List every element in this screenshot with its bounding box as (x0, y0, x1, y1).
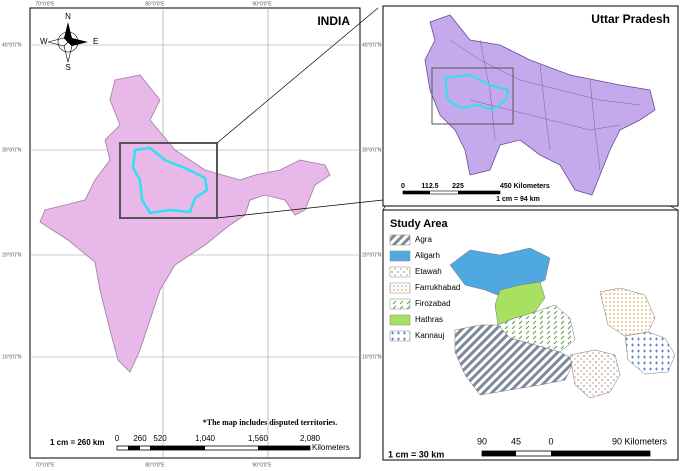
up-outline (131, 146, 209, 215)
compass: N S E W (40, 12, 98, 72)
india-scale-text: 1 cm = 260 km (50, 438, 104, 447)
up-inset-box (431, 67, 514, 125)
lon-label: 80°0'0"E (145, 1, 165, 7)
up-scale-bar (402, 190, 501, 195)
lon-label: 90°0'0"E (252, 1, 272, 7)
india-scale-unit: Kilometers (312, 443, 350, 452)
up-scale-text: 1 cm = 94 km (496, 196, 540, 203)
disputed-note: *The map includes disputed territories. (203, 418, 337, 427)
inset-box (119, 142, 218, 219)
district-kannauj (624, 331, 676, 375)
lat-label: 40°0'0"N (2, 42, 22, 48)
compass-n: N (65, 12, 71, 21)
lat-label: 20°0'0"N (2, 252, 22, 258)
study-scale-tick: 90 (477, 436, 487, 446)
up-scale-tick: 0 (401, 183, 405, 190)
study-outline (443, 73, 510, 112)
india-scale-tick: 520 (153, 434, 167, 443)
study-scale-tick: 0 (548, 436, 553, 446)
districts (449, 247, 676, 399)
lat-label: 30°0'0"N (362, 147, 382, 153)
legend-swatch (389, 266, 411, 278)
lat-label: 10°0'0"N (2, 354, 22, 360)
lon-label: 70°0'0"E (35, 462, 55, 468)
compass-w: W (40, 37, 48, 46)
legend-swatch (389, 330, 411, 342)
legend-label: Agra (415, 235, 432, 244)
legend-swatch (389, 314, 411, 326)
lat-label: 20°0'0"N (362, 252, 382, 258)
india-scale-tick: 0 (115, 434, 120, 443)
district-agra (454, 324, 576, 396)
study-scale-tick: 90 Kilometers (612, 436, 668, 446)
india-outline (39, 74, 331, 373)
lon-label: 70°0'0"E (35, 1, 55, 7)
legend-label: Firozabad (415, 299, 451, 308)
district-etawah (569, 349, 621, 399)
legend-swatch (389, 298, 411, 310)
legend-swatch (389, 282, 411, 294)
legend-swatch (389, 250, 411, 262)
legend-swatch (389, 234, 411, 246)
study-scale-bar (481, 450, 651, 457)
india-title: INDIA (317, 14, 350, 28)
legend-label: Aligarh (415, 251, 440, 260)
india-scale-tick: 260 (133, 434, 147, 443)
study-scale-text: 1 cm = 30 km (388, 449, 444, 459)
lat-label: 40°0'0"N (362, 42, 382, 48)
legend-label: Etawah (415, 267, 442, 276)
up-scale-tick: 225 (452, 183, 464, 190)
india-scale-tick: 1,040 (195, 434, 216, 443)
up-scale-tick: 450 Kilometers (500, 183, 550, 190)
india-scale-tick: 2,080 (300, 434, 321, 443)
legend-label: Farrukhabad (415, 283, 460, 292)
india-scale-bar (116, 445, 311, 451)
up-scale-tick: 112.5 (421, 183, 438, 190)
legend: Agra Aligarh Etawah Farrukhabad Firozabad Hat… (389, 234, 460, 342)
lon-label: 90°0'0"E (252, 462, 272, 468)
india-scale-tick: 1,560 (248, 434, 269, 443)
lon-label: 80°0'0"E (145, 462, 165, 468)
study-title: Study Area (390, 218, 449, 230)
compass-e: E (93, 37, 98, 46)
up-title: Uttar Pradesh (591, 12, 670, 26)
legend-label: Hathras (415, 315, 443, 324)
compass-s: S (65, 63, 70, 72)
study-scale-tick: 45 (511, 436, 521, 446)
lat-label: 30°0'0"N (2, 147, 22, 153)
district-farrukhabad (599, 287, 656, 337)
legend-label: Kannauj (415, 331, 445, 340)
lat-label: 10°0'0"N (362, 354, 382, 360)
